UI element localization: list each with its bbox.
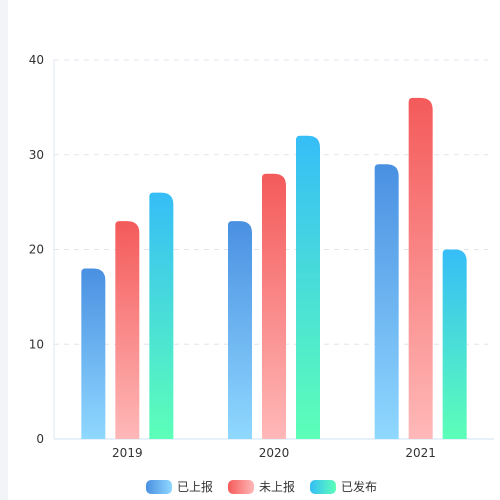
bar-已上报-2020[interactable] (228, 221, 252, 439)
legend-swatch (310, 480, 336, 494)
chart-panel: 0 10 20 30 40 2019 2020 2021 已上报 未上报 已发布 (8, 0, 500, 500)
legend-item-已上报[interactable]: 已上报 (146, 479, 213, 494)
bar-chart: 0 10 20 30 40 2019 2020 2021 已上报 未上报 已发布 (29, 53, 494, 494)
legend[interactable]: 已上报 未上报 已发布 (146, 479, 377, 494)
legend-label: 已上报 (177, 479, 213, 494)
y-tick-label: 20 (29, 243, 44, 257)
bar-已上报-2021[interactable] (374, 164, 399, 439)
legend-swatch (146, 480, 172, 494)
legend-label: 未上报 (259, 479, 295, 494)
bars (81, 97, 467, 440)
bar-未上报-2021[interactable] (408, 97, 433, 440)
x-tick-label: 2019 (112, 446, 143, 460)
x-tick-label: 2020 (259, 446, 290, 460)
bar-未上报-2019[interactable] (115, 221, 140, 439)
y-tick-label: 10 (29, 337, 44, 351)
y-tick-label: 0 (36, 432, 44, 446)
legend-item-未上报[interactable]: 未上报 (228, 479, 295, 494)
legend-swatch (228, 480, 254, 494)
legend-item-已发布[interactable]: 已发布 (310, 479, 377, 494)
y-tick-label: 30 (29, 148, 44, 162)
y-tick-label: 40 (29, 53, 44, 67)
bar-已发布-2021[interactable] (442, 249, 467, 440)
bar-已发布-2020[interactable] (296, 135, 320, 440)
bar-已发布-2019[interactable] (149, 192, 174, 439)
bar-未上报-2020[interactable] (262, 173, 286, 439)
x-tick-label: 2021 (405, 446, 436, 460)
bar-已上报-2019[interactable] (81, 268, 106, 439)
legend-label: 已发布 (341, 479, 377, 494)
tick-labels: 0 10 20 30 40 2019 2020 2021 (29, 53, 436, 460)
